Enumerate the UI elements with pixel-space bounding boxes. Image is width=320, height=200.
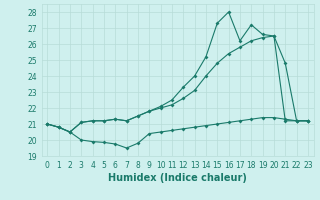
X-axis label: Humidex (Indice chaleur): Humidex (Indice chaleur)	[108, 173, 247, 183]
